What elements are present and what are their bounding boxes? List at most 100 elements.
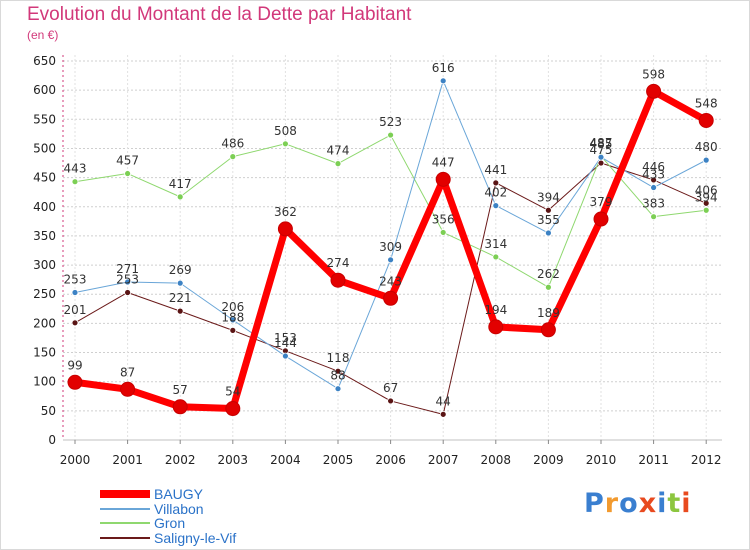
data-point-baugy (330, 272, 346, 288)
data-point-villabon (334, 385, 342, 393)
data-label-villabon: 402 (484, 186, 507, 200)
y-tick-label: 100 (33, 375, 56, 389)
data-point-saligny-le-vif (176, 307, 184, 315)
data-point-gron (176, 193, 184, 201)
data-label-saligny-le-vif: 446 (642, 160, 665, 174)
data-point-villabon (545, 229, 552, 237)
data-label-gron: 508 (274, 124, 297, 138)
logo-letter: i (657, 488, 668, 519)
data-point-baugy (435, 171, 451, 187)
x-tick-label: 2002 (165, 453, 196, 467)
data-point-villabon (702, 156, 710, 164)
data-point-saligny-le-vif (545, 206, 552, 214)
data-point-baugy (488, 319, 504, 335)
data-label-villabon: 206 (221, 300, 244, 314)
x-tick-label: 2005 (323, 453, 354, 467)
data-label-saligny-le-vif: 441 (484, 163, 507, 177)
data-label-villabon: 253 (64, 272, 87, 286)
data-label-saligny-le-vif: 406 (695, 183, 718, 197)
data-point-villabon (229, 316, 237, 324)
data-point-saligny-le-vif (597, 159, 605, 167)
data-label-baugy: 57 (173, 383, 188, 397)
y-tick-label: 250 (33, 287, 56, 301)
logo-letter: t (667, 488, 682, 519)
data-label-gron: 314 (484, 237, 507, 251)
data-point-saligny-le-vif (650, 176, 657, 184)
x-tick-label: 2000 (60, 453, 91, 467)
data-point-gron (124, 170, 131, 177)
data-label-baugy: 99 (67, 358, 82, 372)
x-tick-label: 2001 (112, 453, 143, 467)
logo-letter: P (584, 488, 605, 519)
y-tick-label: 0 (48, 433, 56, 447)
data-point-gron (281, 140, 289, 148)
y-tick-label: 150 (33, 346, 56, 360)
data-label-baugy: 447 (432, 155, 455, 169)
data-point-saligny-le-vif (229, 326, 237, 334)
y-tick-label: 650 (33, 54, 56, 68)
data-point-villabon (281, 352, 289, 360)
y-tick-label: 350 (33, 229, 56, 243)
data-label-baugy: 54 (225, 385, 240, 399)
x-tick-label: 2009 (533, 453, 564, 467)
data-point-baugy (277, 221, 293, 237)
data-label-saligny-le-vif: 201 (64, 303, 87, 317)
data-label-baugy: 379 (590, 195, 613, 209)
data-label-villabon: 88 (330, 369, 345, 383)
x-tick-label: 2004 (270, 453, 301, 467)
data-label-gron: 383 (642, 197, 665, 211)
data-label-saligny-le-vif: 67 (383, 381, 398, 395)
legend-swatch-villabon (100, 507, 150, 510)
data-label-saligny-le-vif: 394 (537, 190, 560, 204)
legend-swatch-baugy (100, 490, 150, 498)
data-label-villabon: 480 (695, 140, 718, 154)
logo-letter: o (619, 488, 639, 519)
data-point-villabon (387, 256, 395, 264)
data-point-saligny-le-vif (702, 199, 710, 207)
data-label-gron: 262 (537, 267, 560, 281)
legend-label-villabon: Villabon (154, 500, 204, 517)
data-label-gron: 523 (379, 115, 402, 129)
chart-subtitle: (en €) (27, 28, 59, 42)
data-point-baugy (120, 381, 136, 397)
data-label-saligny-le-vif: 44 (436, 394, 451, 408)
data-label-villabon: 616 (432, 61, 455, 75)
data-point-villabon (650, 184, 657, 191)
data-label-baugy: 548 (695, 96, 718, 110)
x-tick-label: 2006 (375, 453, 406, 467)
data-point-villabon (124, 278, 131, 286)
x-tick-label: 2007 (428, 453, 459, 467)
data-label-saligny-le-vif: 475 (590, 143, 613, 157)
x-tick-label: 2003 (218, 453, 249, 467)
data-label-gron: 443 (64, 162, 87, 176)
data-point-villabon (492, 202, 500, 210)
y-tick-label: 400 (33, 200, 56, 214)
data-label-saligny-le-vif: 153 (274, 331, 297, 345)
data-point-gron (492, 253, 500, 261)
data-label-villabon: 144 (274, 336, 297, 350)
data-label-villabon: 485 (590, 137, 613, 151)
data-point-baugy (67, 374, 83, 390)
x-tick-label: 2012 (691, 453, 722, 467)
data-label-gron: 486 (221, 137, 244, 151)
data-point-villabon (439, 77, 447, 85)
proxiti-logo: Proxiti (584, 488, 692, 519)
y-tick-label: 450 (33, 171, 56, 185)
data-label-saligny-le-vif: 188 (221, 310, 244, 324)
data-label-baugy: 362 (274, 205, 297, 219)
legend-label-saligny-le-vif: Saligny-le-Vif (154, 529, 237, 546)
logo-letter: x (638, 488, 658, 519)
data-point-saligny-le-vif (71, 319, 79, 327)
data-label-baugy: 87 (120, 365, 135, 379)
data-point-villabon (176, 279, 184, 287)
y-tick-label: 600 (33, 83, 56, 97)
data-label-saligny-le-vif: 118 (327, 351, 350, 365)
data-point-saligny-le-vif (387, 397, 395, 405)
data-label-gron: 417 (169, 177, 192, 191)
data-label-saligny-le-vif: 253 (116, 272, 139, 286)
data-point-saligny-le-vif (334, 367, 342, 375)
data-label-gron: 474 (327, 144, 350, 158)
data-label-gron: 457 (116, 154, 139, 168)
data-point-villabon (597, 153, 605, 161)
